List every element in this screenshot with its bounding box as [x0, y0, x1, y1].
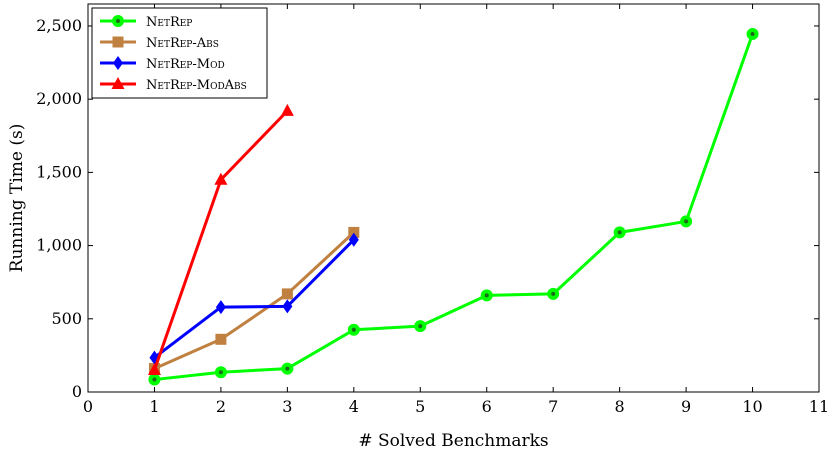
data-point-netrep-center [418, 324, 423, 329]
y-tick-label: 2,500 [36, 16, 82, 35]
data-point-netrep-center [285, 366, 290, 371]
series-netrep-mod [149, 232, 359, 365]
legend-entry-netrep: NetRep [146, 15, 192, 30]
x-tick-label: 11 [809, 397, 828, 416]
data-point-netrep-abs [281, 288, 293, 300]
data-point-netrep-center [351, 327, 356, 332]
series-netrep [148, 28, 759, 386]
series-line-netrep [154, 33, 754, 382]
legend-entry-netrep-modabs: NetRep-ModAbs [146, 78, 247, 93]
data-point-netrep-center [684, 219, 689, 224]
legend-marker-netrep-center [116, 19, 120, 23]
x-tick-label: 6 [482, 397, 492, 416]
y-tick-label: 500 [51, 309, 82, 328]
data-point-netrep-center [218, 370, 223, 375]
y-tick-label: 1,000 [36, 236, 82, 255]
legend-entry-netrep-abs: NetRep-Abs [146, 36, 219, 51]
data-point-netrep-center [551, 291, 556, 296]
data-point-netrep-mod [215, 300, 226, 315]
y-axis-ticks: 0 500 1,000 1,500 2,000 2,500 [36, 16, 819, 401]
x-tick-label: 1 [149, 397, 159, 416]
axes [87, 3, 820, 393]
x-tick-label: 4 [349, 397, 359, 416]
legend-marker-netrep-abs [112, 36, 124, 48]
x-axis-ticks: 0 1 2 3 4 5 6 7 8 9 10 11 [83, 4, 828, 416]
data-point-netrep-mod [282, 299, 293, 314]
data-point-netrep-center [617, 230, 622, 235]
series-netrep-modabs [147, 103, 294, 376]
legend-marker-netrep-mod [113, 56, 123, 70]
data-point-netrep-center [750, 32, 755, 37]
x-tick-label: 8 [615, 397, 625, 416]
series-line-netrep-mod [153, 238, 355, 359]
x-tick-label: 5 [415, 397, 425, 416]
legend-entry-netrep-mod: NetRep-Mod [146, 57, 225, 72]
legend: NetRep NetRep-Abs NetRep-Mod NetRep-ModAbs [91, 7, 268, 99]
data-point-netrep-abs [215, 333, 227, 345]
data-point-netrep-center [152, 377, 157, 382]
y-tick-label: 0 [72, 382, 82, 401]
x-tick-label: 0 [83, 397, 93, 416]
y-axis-label: Running Time (s) [7, 124, 27, 273]
data-point-netrep-abs [348, 226, 360, 238]
series-line-netrep-modabs [153, 109, 289, 371]
y-tick-label: 2,000 [36, 89, 82, 108]
x-tick-label: 2 [216, 397, 226, 416]
x-tick-label: 7 [548, 397, 558, 416]
data-point-netrep-modabs [147, 363, 161, 376]
x-tick-label: 10 [742, 397, 762, 416]
legend-marker-netrep-modabs [111, 77, 125, 89]
data-point-netrep-modabs [280, 103, 294, 116]
plot-frame [87, 3, 820, 393]
data-point-netrep-center [484, 293, 489, 298]
series-line-netrep-abs [153, 231, 355, 370]
x-tick-label: 3 [282, 397, 292, 416]
x-tick-label: 9 [681, 397, 691, 416]
data-point-netrep-modabs [214, 172, 228, 185]
data-point-netrep-mod [348, 232, 359, 247]
series-netrep-abs [148, 226, 360, 375]
series-group [147, 28, 759, 386]
y-tick-label: 1,500 [36, 162, 82, 181]
x-axis-label: # Solved Benchmarks [358, 431, 548, 451]
